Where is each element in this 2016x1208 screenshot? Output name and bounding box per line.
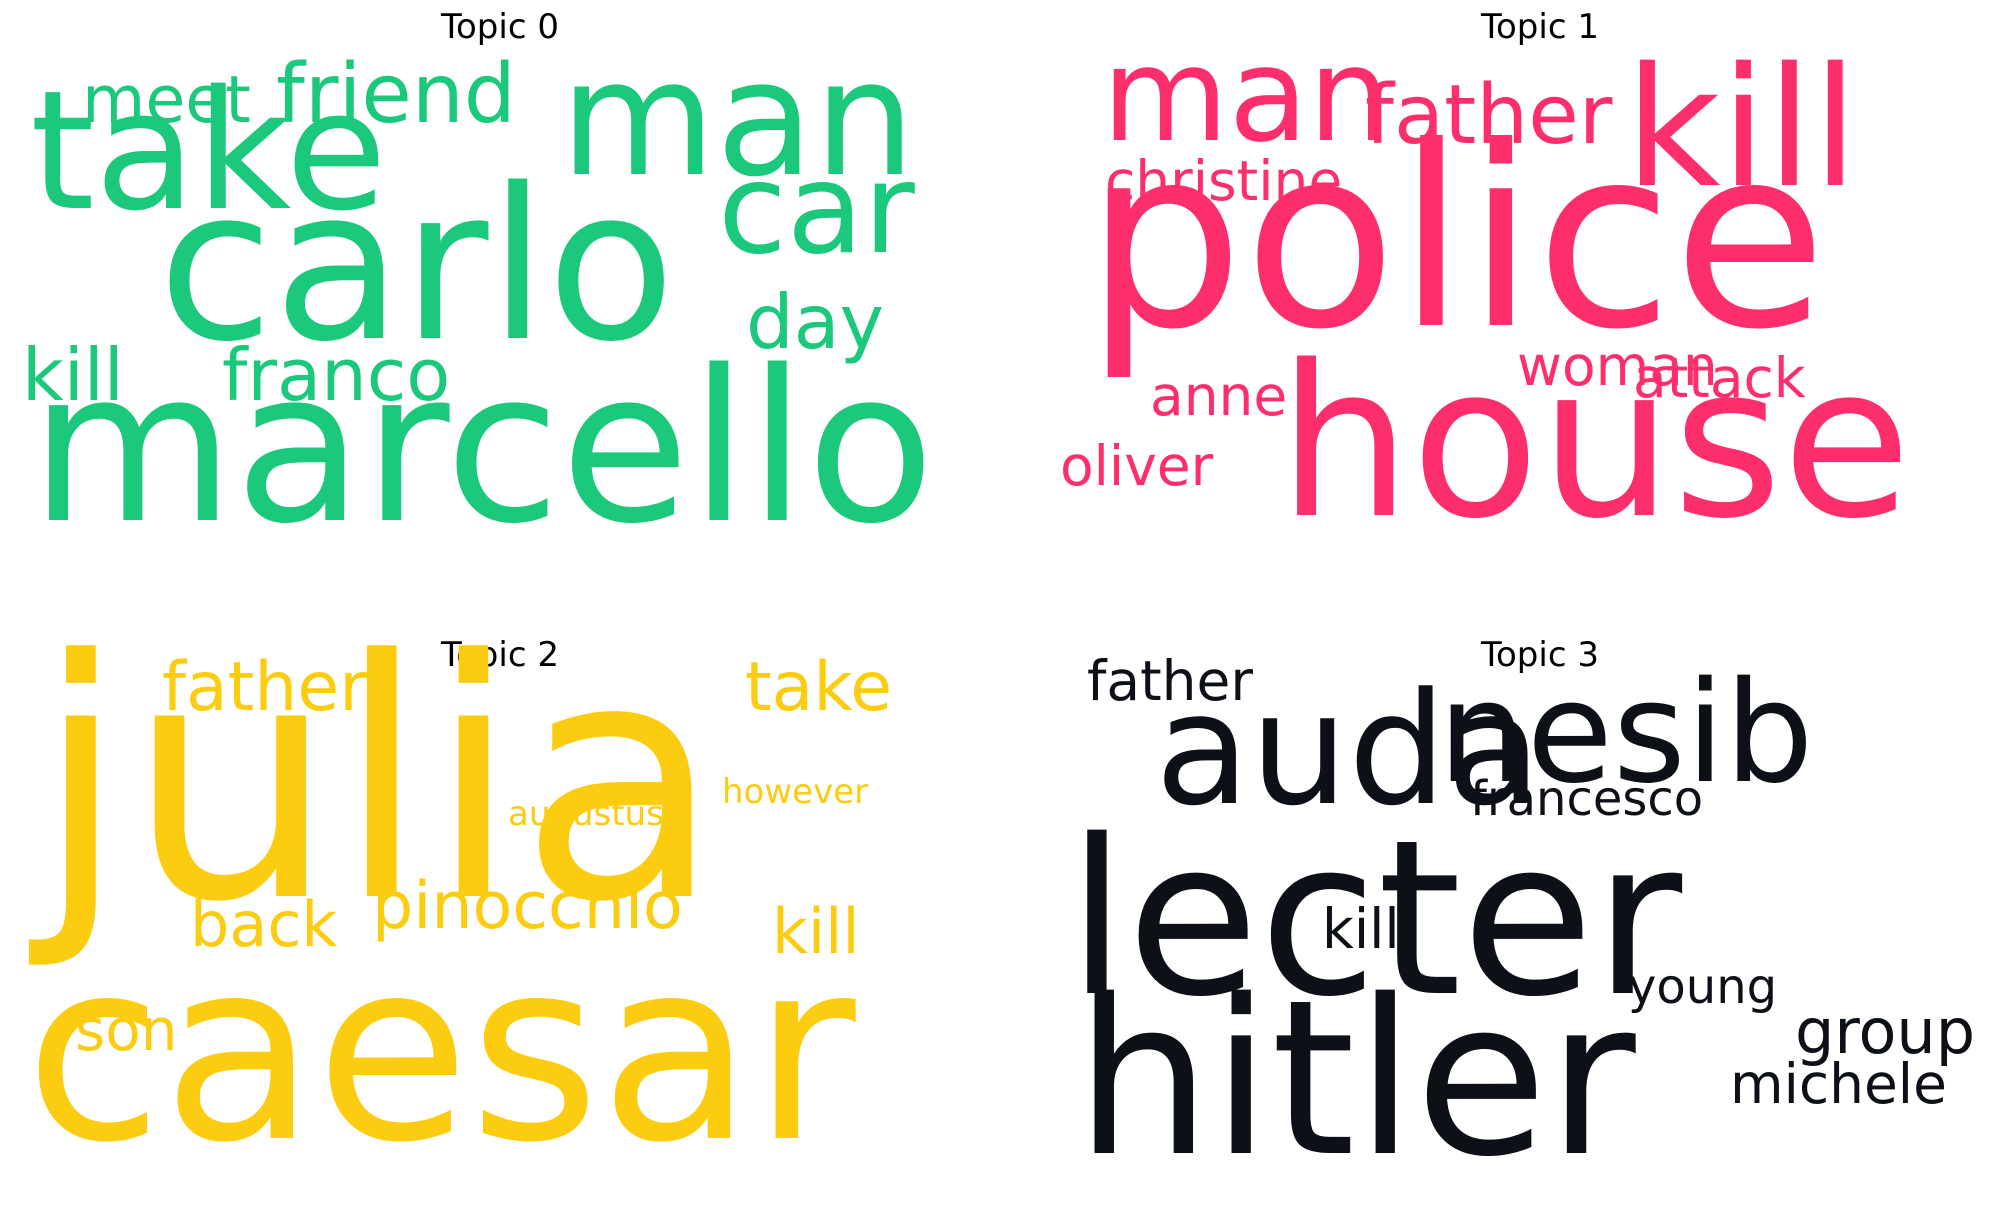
word-michele: michele	[1730, 1052, 1947, 1116]
word-take: take	[745, 648, 892, 727]
panel-title: Topic 3	[1481, 635, 1599, 675]
word-nesib: nesib	[1438, 652, 1814, 815]
word-father: father	[1087, 649, 1253, 713]
word-however: however	[722, 772, 868, 812]
panel-title: Topic 2	[441, 635, 559, 675]
word-friend: friend	[276, 47, 516, 142]
word-meet: meet	[82, 63, 251, 138]
word-julia: julia	[25, 590, 722, 974]
panel-title: Topic 0	[441, 7, 559, 47]
wordcloud-panel-topic-1: Topic 1 police house kill man father christin…	[1040, 0, 2016, 580]
wordcloud-panel-topic-3: Topic 3 lecter hitler auda nesib father franc…	[1040, 628, 2016, 1208]
word-man: man	[560, 25, 915, 212]
word-car: car	[718, 137, 915, 282]
word-oliver: oliver	[1060, 434, 1214, 498]
word-house: house	[1278, 320, 1911, 565]
word-man: man	[1102, 19, 1391, 171]
word-kill: kill	[772, 895, 860, 968]
word-son: son	[75, 996, 177, 1064]
word-police: police	[1085, 93, 1827, 384]
word-anne: anne	[1150, 364, 1287, 428]
word-hitler: hitler	[1075, 953, 1636, 1204]
word-carlo: carlo	[158, 143, 675, 388]
wordcloud-panel-topic-2: Topic 2 julia caesar father take pinocchio ba…	[0, 590, 1000, 1208]
word-kill: kill	[1322, 897, 1400, 961]
word-christine: christine	[1105, 149, 1342, 213]
word-auda: auda	[1155, 659, 1542, 840]
word-lecter: lecter	[1067, 793, 1683, 1044]
word-kill: kill	[1625, 32, 1858, 224]
word-woman: woman	[1517, 334, 1718, 398]
word-take: take	[30, 55, 387, 247]
word-franco: franco	[222, 333, 450, 417]
wordcloud-panel-topic-0: Topic 0 marcello carlo take man car friend mee…	[0, 0, 1000, 580]
word-attack: attack	[1633, 346, 1806, 410]
word-back: back	[190, 888, 337, 961]
word-augustus: augustus	[508, 794, 664, 834]
panel-title: Topic 1	[1481, 7, 1599, 47]
word-group: group	[1795, 995, 1975, 1068]
word-day: day	[746, 278, 884, 366]
word-kill: kill	[22, 333, 124, 417]
word-young: young	[1628, 959, 1777, 1015]
word-father: father	[1365, 68, 1613, 163]
word-pinocchio: pinocchio	[372, 869, 683, 944]
word-caesar: caesar	[25, 906, 856, 1197]
word-father: father	[162, 648, 367, 727]
word-marcello: marcello	[30, 325, 935, 570]
word-francesco: francesco	[1470, 771, 1703, 827]
